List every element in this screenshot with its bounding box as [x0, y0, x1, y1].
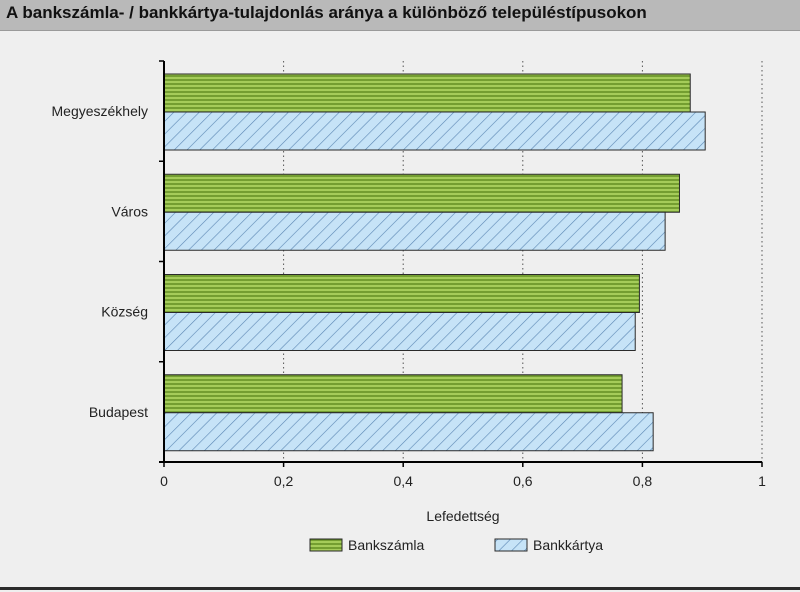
legend: Bankszámla Bankkártya [309, 537, 603, 553]
legend-label-bankszamla: Bankszámla [348, 537, 424, 553]
bar-bankkartya [163, 111, 706, 151]
axes [159, 60, 763, 467]
bars [163, 73, 706, 452]
category-label: Község [101, 304, 148, 320]
category-label: Város [111, 203, 148, 219]
chart-title: A bankszámla- / bankkártya-tulajdonlás a… [6, 3, 647, 22]
legend-label-bankkartya: Bankkártya [533, 537, 603, 553]
x-tick-label: 0 [160, 473, 168, 489]
x-tick-labels: 0 0,2 0,4 0,6 0,8 1 [160, 473, 766, 489]
bar-chart: Megyeszékhely Város Község Budapest 0 0,2 0,4… [52, 60, 766, 553]
x-axis-label: Lefedettség [426, 508, 499, 524]
legend-swatch-bankkartya [494, 538, 528, 552]
title-bar: A bankszámla- / bankkártya-tulajdonlás a… [0, 0, 800, 31]
x-tick-label: 0,8 [633, 473, 653, 489]
x-tick-label: 0,6 [513, 473, 533, 489]
bottom-rule [0, 587, 800, 590]
category-label: Megyeszékhely [52, 103, 149, 119]
bar-bankkartya [163, 412, 654, 452]
bar-bankkartya [163, 312, 636, 351]
bar-bankszamla [163, 73, 691, 113]
bar-bankszamla [163, 374, 623, 414]
category-label: Budapest [89, 404, 148, 420]
chart-area: Megyeszékhely Város Község Budapest 0 0,2 0,4… [0, 31, 800, 587]
category-labels: Megyeszékhely Város Község Budapest [52, 103, 149, 420]
bar-bankszamla [163, 173, 680, 213]
x-tick-label: 0,2 [274, 473, 294, 489]
legend-swatch-bankszamla [309, 538, 343, 552]
bar-bankszamla [163, 274, 640, 313]
x-tick-label: 1 [758, 473, 766, 489]
x-tick-label: 0,4 [393, 473, 413, 489]
bar-bankkartya [163, 211, 666, 251]
